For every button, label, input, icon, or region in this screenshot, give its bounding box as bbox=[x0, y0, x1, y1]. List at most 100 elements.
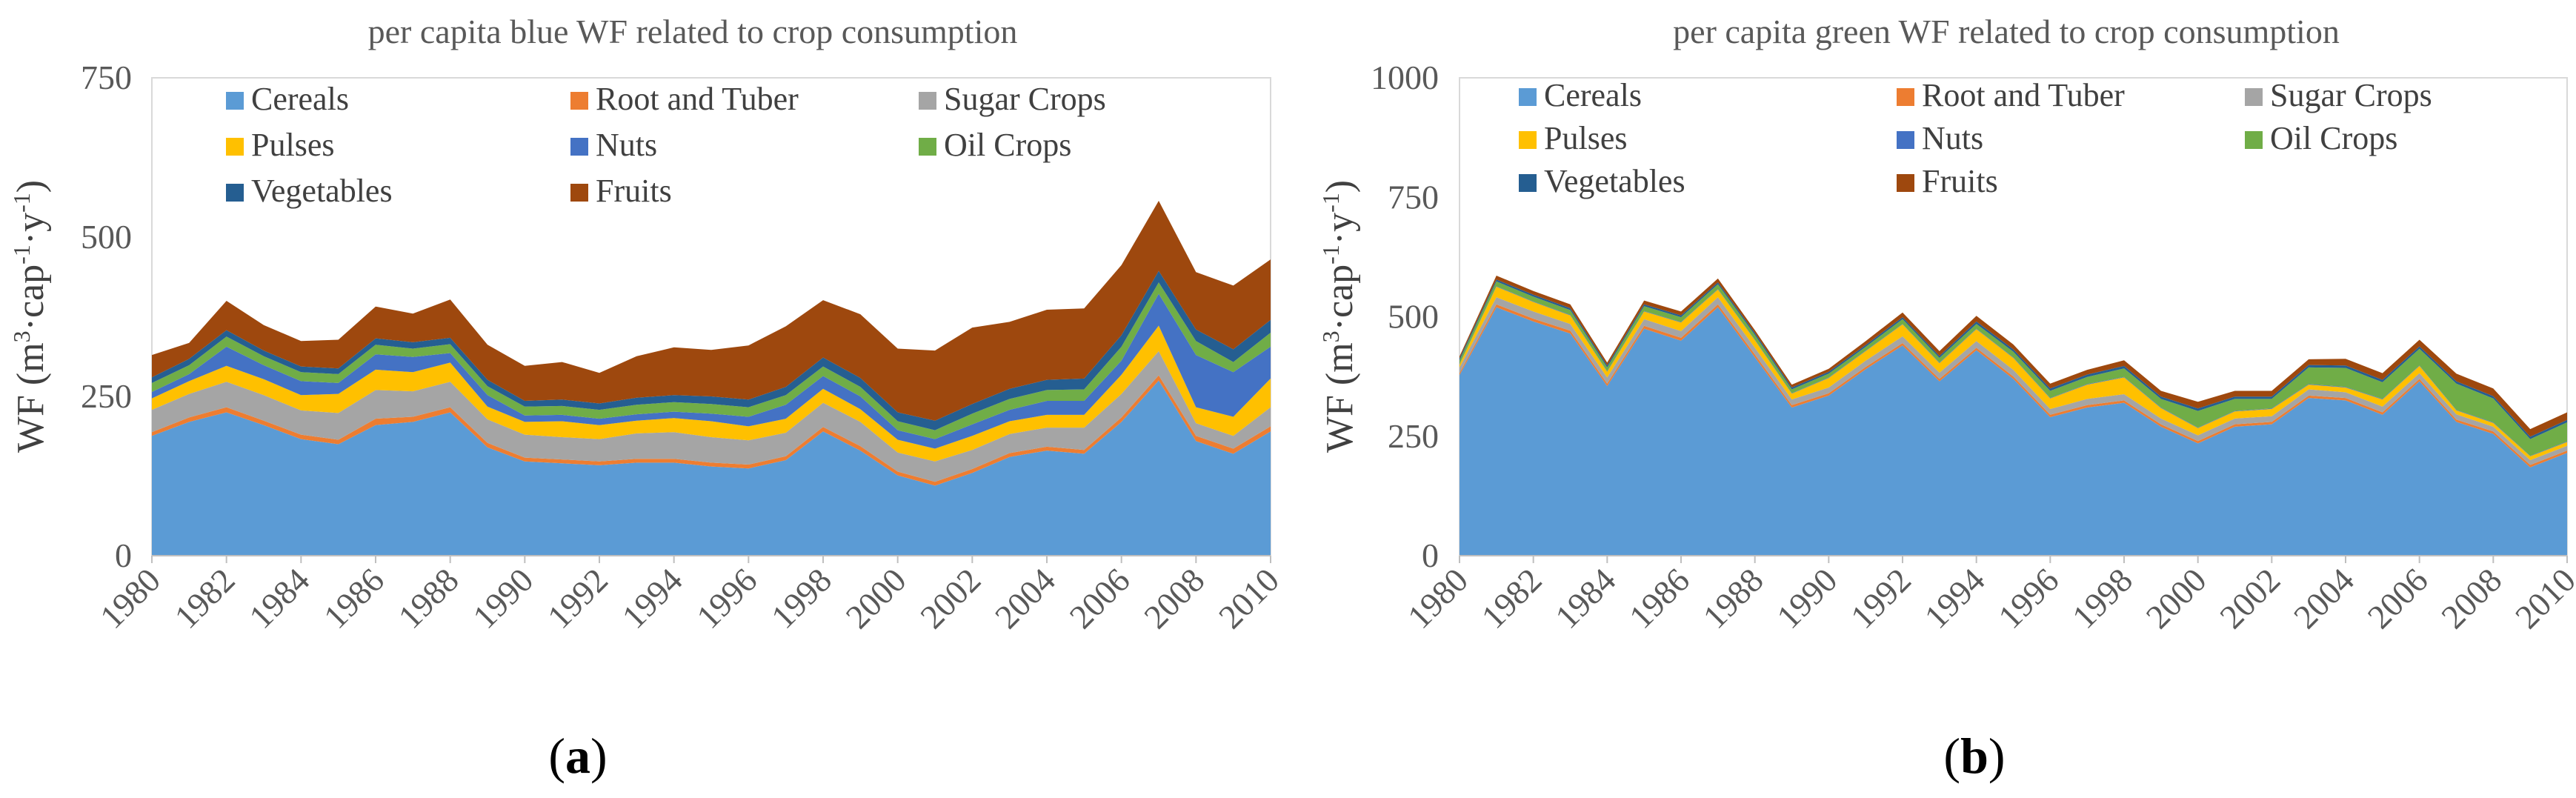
legend-label: Oil Crops bbox=[944, 127, 1071, 163]
panel-a-open: ( bbox=[548, 728, 565, 784]
legend-item-cereals: Cereals bbox=[1519, 77, 1642, 113]
y-axis-label: WF (m3·cap-1·y-1) bbox=[1317, 180, 1361, 453]
y-label-sup1: 3 bbox=[8, 330, 35, 342]
x-tick-label: 1998 bbox=[2065, 561, 2140, 636]
legend-swatch bbox=[1897, 131, 1914, 149]
legend-label: Vegetables bbox=[251, 173, 393, 209]
x-tick-label: 2010 bbox=[1211, 561, 1286, 636]
legend-item-sugar-crops: Sugar Crops bbox=[2245, 77, 2432, 113]
legend-label: Fruits bbox=[1922, 163, 1998, 199]
y-label-suffix: ) bbox=[10, 180, 52, 193]
x-tick-label: 1984 bbox=[242, 561, 316, 636]
x-tick-label: 1992 bbox=[1843, 561, 1918, 636]
legend-label: Vegetables bbox=[1544, 163, 1685, 199]
legend-swatch bbox=[226, 138, 244, 156]
x-tick-label: 2008 bbox=[1136, 561, 1211, 636]
legend-swatch bbox=[1519, 88, 1537, 106]
x-tick-label: 1982 bbox=[1474, 561, 1549, 636]
legend-swatch bbox=[2245, 88, 2263, 106]
x-tick-label: 2004 bbox=[988, 561, 1062, 636]
y-tick-label: 750 bbox=[1388, 178, 1439, 216]
y-tick-label: 750 bbox=[81, 59, 132, 96]
x-tick-label: 2000 bbox=[839, 561, 913, 636]
y-label-mid1: ·cap bbox=[1319, 265, 1361, 330]
y-label-mid2: ·y bbox=[1319, 213, 1361, 245]
x-tick-label: 1984 bbox=[1548, 561, 1623, 636]
chart-blue-wf: per capita blue WF related to crop consu… bbox=[8, 13, 1286, 636]
panel-a-close: ) bbox=[590, 728, 608, 784]
x-tick-label: 1986 bbox=[1622, 561, 1697, 636]
legend-item-pulses: Pulses bbox=[226, 127, 334, 163]
area-series-root-and-tuber bbox=[152, 375, 1271, 486]
x-tick-label: 2006 bbox=[2360, 561, 2435, 636]
y-label-mid1: ·cap bbox=[10, 265, 52, 330]
area-series-oil-crops bbox=[152, 282, 1271, 439]
x-tick-label: 1990 bbox=[465, 561, 540, 636]
y-label-mid2: ·y bbox=[10, 213, 52, 245]
legend-item-root-and-tuber: Root and Tuber bbox=[570, 81, 799, 117]
panel-label-b: (b) bbox=[1943, 728, 2005, 784]
y-tick-label: 250 bbox=[1388, 417, 1439, 455]
legend-item-sugar-crops: Sugar Crops bbox=[919, 81, 1106, 117]
legend-item-vegetables: Vegetables bbox=[226, 173, 393, 209]
legend-swatch bbox=[1897, 174, 1914, 192]
panel-label-a: (a) bbox=[548, 728, 607, 784]
x-tick-label: 1988 bbox=[1696, 561, 1771, 636]
y-tick-label: 250 bbox=[81, 377, 132, 415]
x-tick-label: 1994 bbox=[615, 561, 690, 636]
legend: Cereals Root and Tuber Sugar Crops Pulses Nu… bbox=[226, 81, 1106, 209]
area-series-pulses bbox=[152, 325, 1271, 462]
x-tick-label: 2002 bbox=[2212, 561, 2287, 636]
area-series-cereals bbox=[152, 380, 1271, 556]
y-tick-label: 0 bbox=[1422, 536, 1439, 574]
y-label-sup2: -1 bbox=[1317, 245, 1344, 265]
legend-swatch bbox=[226, 184, 244, 202]
chart-title: per capita blue WF related to crop consu… bbox=[368, 13, 1018, 50]
x-tick-label: 1980 bbox=[93, 561, 167, 636]
legend-label: Fruits bbox=[596, 173, 672, 209]
area-series-cereals bbox=[1460, 307, 2567, 556]
x-tick-label: 2008 bbox=[2434, 561, 2509, 636]
legend-label: Pulses bbox=[1544, 120, 1627, 156]
y-label-sup1: 3 bbox=[1317, 330, 1344, 342]
legend-item-cereals: Cereals bbox=[226, 81, 349, 117]
legend-label: Root and Tuber bbox=[596, 81, 799, 117]
legend-item-oil-crops: Oil Crops bbox=[919, 127, 1071, 163]
legend-item-pulses: Pulses bbox=[1519, 120, 1627, 156]
chart-title: per capita green WF related to crop cons… bbox=[1673, 13, 2340, 50]
legend-swatch bbox=[570, 138, 588, 156]
x-tick-label: 1998 bbox=[764, 561, 839, 636]
legend-swatch bbox=[570, 92, 588, 110]
legend-label: Pulses bbox=[251, 127, 334, 163]
legend: Cereals Root and Tuber Sugar Crops Pulses Nu… bbox=[1519, 77, 2432, 199]
panel-a-letter: a bbox=[565, 728, 590, 784]
legend-label: Cereals bbox=[1544, 77, 1642, 113]
x-tick-label: 1990 bbox=[1769, 561, 1844, 636]
area-series-nuts bbox=[152, 293, 1271, 449]
legend-swatch bbox=[1519, 131, 1537, 149]
y-tick-label: 0 bbox=[115, 536, 132, 574]
y-axis-label: WF (m3·cap-1·y-1) bbox=[8, 180, 52, 453]
x-tick-label: 1994 bbox=[1917, 561, 1992, 636]
x-tick-label: 1988 bbox=[391, 561, 466, 636]
legend-item-root-and-tuber: Root and Tuber bbox=[1897, 77, 2125, 113]
x-tick-label: 1996 bbox=[689, 561, 764, 636]
x-tick-label: 2010 bbox=[2508, 561, 2576, 636]
legend-label: Oil Crops bbox=[2270, 120, 2397, 156]
x-tick-label: 2004 bbox=[2286, 561, 2361, 636]
legend-swatch bbox=[2245, 131, 2263, 149]
y-label-prefix: WF (m bbox=[10, 342, 52, 453]
legend-item-nuts: Nuts bbox=[570, 127, 657, 163]
area-series-fruits bbox=[152, 201, 1271, 421]
legend-swatch bbox=[919, 138, 936, 156]
legend-item-vegetables: Vegetables bbox=[1519, 163, 1685, 199]
area-series-vegetables bbox=[152, 270, 1271, 430]
area-series-group bbox=[152, 201, 1271, 556]
area-series-oil-crops bbox=[1460, 281, 2567, 456]
legend-label: Nuts bbox=[596, 127, 657, 163]
legend-swatch bbox=[1897, 88, 1914, 106]
legend-item-fruits: Fruits bbox=[570, 173, 672, 209]
x-tick-label: 1992 bbox=[540, 561, 615, 636]
y-label-sup2: -1 bbox=[8, 245, 35, 265]
legend-label: Cereals bbox=[251, 81, 349, 117]
